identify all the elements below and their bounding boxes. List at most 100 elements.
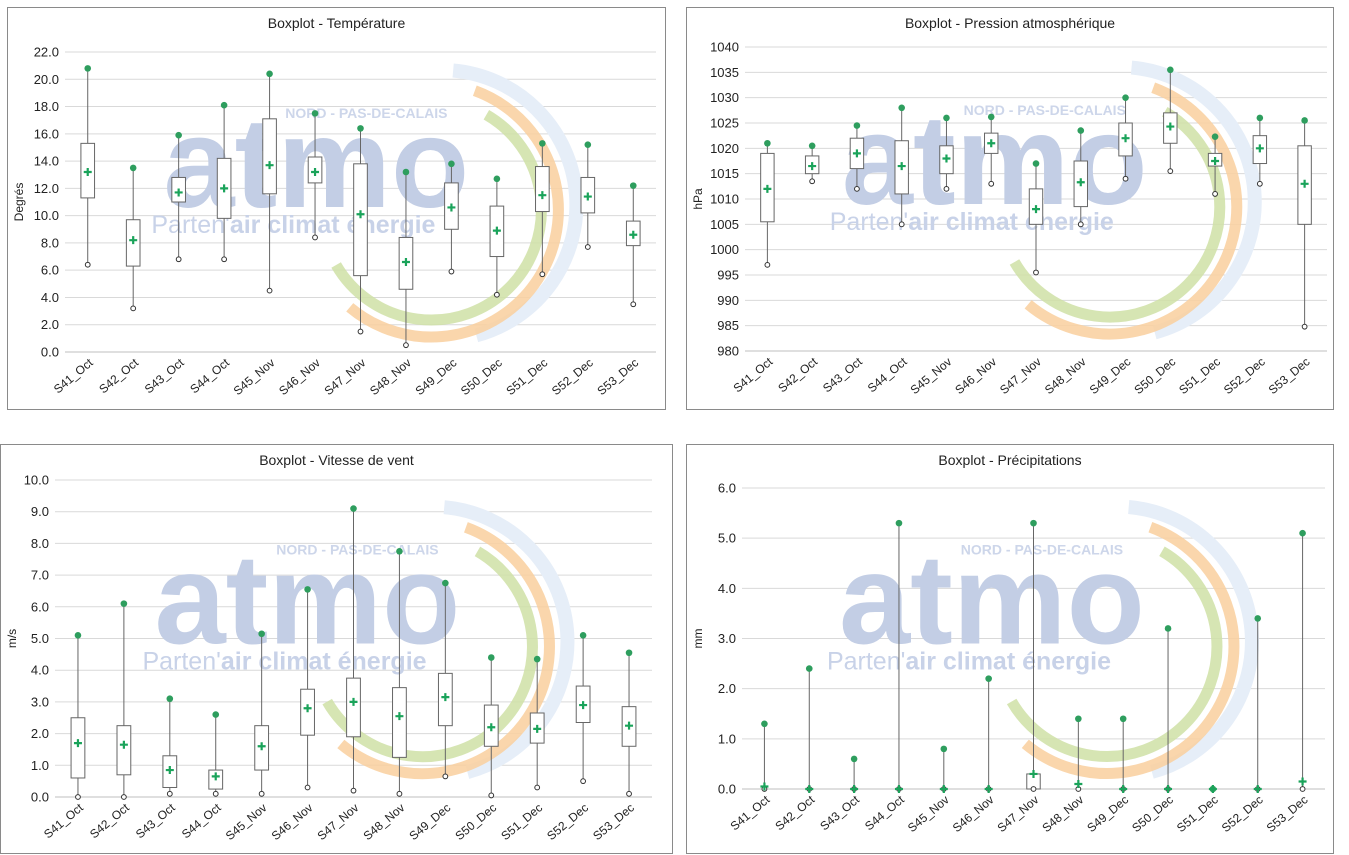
max-marker [403, 169, 410, 176]
y-tick-label: 1010 [710, 192, 739, 207]
min-marker [404, 343, 409, 348]
y-tick-label: 9.0 [31, 504, 49, 519]
min-marker [494, 292, 499, 297]
y-tick-label: 16.0 [34, 126, 59, 141]
min-marker [397, 791, 402, 796]
min-marker [899, 222, 904, 227]
max-marker [764, 140, 771, 147]
max-marker [896, 520, 903, 527]
y-tick-label: 2.0 [718, 681, 736, 696]
max-marker [494, 176, 501, 183]
y-tick-label: 14.0 [34, 154, 59, 169]
min-marker [1257, 181, 1262, 186]
y-tick-label: 0.0 [41, 345, 59, 360]
min-marker [944, 186, 949, 191]
box [393, 688, 407, 758]
max-marker [1075, 715, 1082, 722]
max-marker [350, 505, 357, 512]
max-marker [488, 654, 495, 661]
max-marker [357, 125, 364, 132]
box [263, 119, 277, 194]
max-marker [630, 182, 637, 189]
max-marker [1254, 615, 1261, 622]
y-tick-label: 10.0 [24, 473, 49, 488]
y-tick-label: 3.0 [718, 631, 736, 646]
y-tick-label: 8.0 [41, 235, 59, 250]
max-marker [1299, 530, 1306, 537]
max-marker [130, 165, 137, 172]
max-marker [304, 586, 311, 593]
min-marker [167, 791, 172, 796]
max-marker [626, 649, 633, 656]
chart-title: Boxplot - Vitesse de vent [259, 452, 414, 468]
min-marker [1300, 787, 1305, 792]
y-tick-label: 1005 [710, 217, 739, 232]
y-axis-label: hPa [691, 188, 705, 210]
max-marker [851, 756, 858, 763]
min-marker [989, 181, 994, 186]
y-tick-label: 1025 [710, 116, 739, 131]
y-tick-label: 5.0 [31, 631, 49, 646]
min-marker [585, 245, 590, 250]
min-marker [222, 257, 227, 262]
max-marker [985, 675, 992, 682]
y-tick-label: 0.0 [31, 790, 49, 805]
page: {"watermark": {"region": "NORD - PAS-DE-… [0, 0, 1349, 855]
min-marker [1168, 169, 1173, 174]
box [354, 164, 368, 276]
watermark-tagline-prefix: Parten' [142, 648, 220, 676]
min-marker [535, 785, 540, 790]
max-marker [941, 746, 948, 753]
y-tick-label: 4.0 [718, 581, 736, 596]
min-marker [131, 306, 136, 311]
min-marker [1078, 222, 1083, 227]
max-marker [761, 720, 768, 727]
max-marker [212, 711, 219, 718]
min-marker [1302, 324, 1307, 329]
max-marker [396, 548, 403, 555]
y-tick-label: 1000 [710, 242, 739, 257]
y-tick-label: 4.0 [41, 290, 59, 305]
watermark-tagline-prefix: Parten' [827, 648, 905, 676]
y-tick-label: 985 [717, 318, 739, 333]
max-marker [258, 630, 265, 637]
max-marker [442, 580, 449, 587]
max-marker [806, 665, 813, 672]
watermark-tagline-main: air climat énergie [908, 208, 1114, 236]
min-marker [351, 788, 356, 793]
dashboard: 0.02.04.06.08.010.012.014.016.018.020.02… [0, 0, 1349, 855]
y-tick-label: 3.0 [31, 694, 49, 709]
y-axis-label: mm [691, 629, 705, 649]
max-marker [1077, 127, 1084, 134]
min-marker [176, 257, 181, 262]
y-tick-label: 1035 [710, 65, 739, 80]
y-tick-label: 980 [717, 344, 739, 359]
y-tick-label: 0.0 [718, 782, 736, 797]
y-tick-label: 1.0 [718, 731, 736, 746]
min-marker [267, 288, 272, 293]
max-marker [1030, 520, 1037, 527]
y-tick-label: 1.0 [31, 758, 49, 773]
max-marker [809, 143, 816, 150]
y-tick-label: 995 [717, 268, 739, 283]
y-axis-label: m/s [5, 629, 19, 648]
max-marker [312, 110, 319, 117]
watermark-tagline: Parten'air climat énergie [142, 648, 426, 676]
max-marker [175, 132, 182, 139]
y-tick-label: 1015 [710, 166, 739, 181]
chart-panel: 9809859909951000100510101015102010251030… [687, 8, 1334, 410]
y-tick-label: 4.0 [31, 663, 49, 678]
chart-title: Boxplot - Température [268, 15, 406, 31]
chart-title: Boxplot - Pression atmosphérique [905, 15, 1115, 31]
chart-title: Boxplot - Précipitations [938, 452, 1081, 468]
min-marker [121, 795, 126, 800]
min-marker [627, 791, 632, 796]
min-marker [305, 785, 310, 790]
y-axis-label: Degrés [12, 183, 26, 222]
chart-panel: 0.02.04.06.08.010.012.014.016.018.020.02… [8, 8, 666, 410]
min-marker [213, 791, 218, 796]
min-marker [76, 795, 81, 800]
max-marker [539, 140, 546, 147]
max-marker [943, 115, 950, 122]
